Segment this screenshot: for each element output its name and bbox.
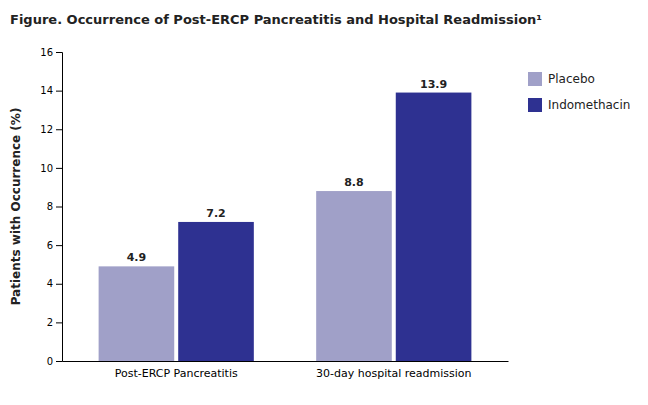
legend-swatch [528,98,542,112]
data-label: 4.9 [127,251,147,264]
y-tick: 8 [47,201,62,212]
legend-label: Indomethacin [548,98,630,112]
y-tick: 12 [40,124,62,135]
y-tick-mark [56,361,62,362]
y-axis-title: Patients with Occurrence (%) [9,108,23,306]
legend-swatch [528,72,542,86]
y-tick-mark [56,284,62,285]
chart: Figure. Occurrence of Post-ERCP Pancreat… [0,0,648,405]
x-tick: Post-ERCP Pancreatitis [115,367,238,380]
y-tick-mark [56,129,62,130]
x-tick: 30-day hospital readmission [316,367,472,380]
y-tick-label: 10 [40,163,53,174]
bar [99,266,175,361]
y-tick: 14 [40,85,62,96]
data-label: 8.8 [344,176,364,189]
bar [178,222,254,361]
y-tick-mark [56,91,62,92]
x-tick-label: 30-day hospital readmission [316,367,472,380]
y-tick-label: 16 [40,47,53,58]
y-tick: 2 [47,317,62,328]
y-tick-mark [56,322,62,323]
legend: Placebo Indomethacin [528,72,630,112]
y-axis: 0 2 4 6 8 10 12 14 16 [40,47,62,367]
y-tick-label: 12 [40,124,53,135]
plot: 0 2 4 6 8 10 12 14 16 Post-ERCP Pancreatitis 30-da… [9,47,509,380]
y-tick-label: 8 [47,201,53,212]
y-tick-label: 2 [47,317,53,328]
y-tick: 10 [40,163,62,174]
bars [99,93,472,361]
data-labels: 4.9 8.8 7.2 13.9 [127,78,447,265]
legend-item: Placebo [528,72,595,86]
y-tick: 0 [47,356,62,367]
y-tick-mark [56,168,62,169]
y-tick: 16 [40,47,62,58]
legend-label: Placebo [548,72,595,86]
bar [396,93,472,361]
y-tick-label: 6 [47,240,53,251]
y-tick: 6 [47,240,62,251]
y-tick-label: 0 [47,356,53,367]
bar [316,191,392,361]
y-tick-label: 4 [47,278,53,289]
data-label: 7.2 [206,207,226,220]
x-axis-line [63,361,509,362]
x-tick-label: Post-ERCP Pancreatitis [115,367,238,380]
y-tick: 4 [47,278,62,289]
y-tick-mark [56,245,62,246]
y-axis-line [56,53,63,362]
y-tick-mark [56,207,62,208]
y-tick-label: 14 [40,85,53,96]
x-axis: Post-ERCP Pancreatitis 30-day hospital re… [63,362,509,380]
legend-item: Indomethacin [528,98,630,112]
data-label: 13.9 [420,78,447,91]
title: Figure. Occurrence of Post-ERCP Pancreat… [10,12,542,27]
y-tick-mark [56,52,62,53]
